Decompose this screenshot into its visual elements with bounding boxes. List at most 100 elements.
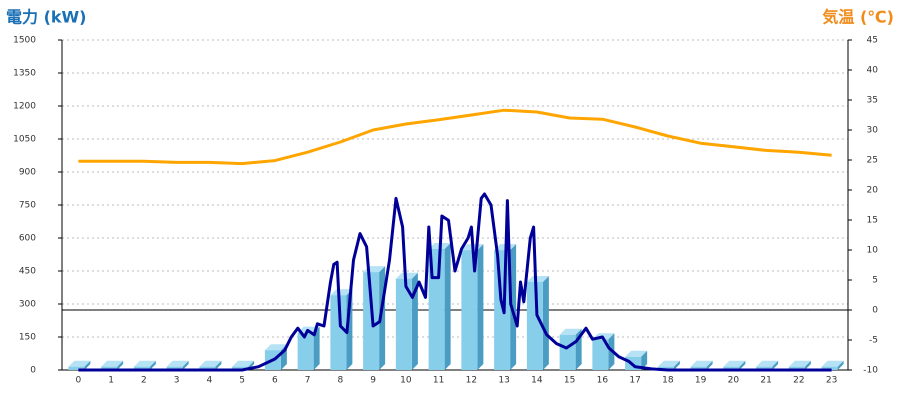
y-tick-label: 600 (19, 234, 36, 244)
y2-tick-label: -10 (863, 366, 878, 376)
line (78, 108, 832, 166)
y2-tick-label: 0 (872, 306, 878, 316)
y-tick-label: 1500 (13, 36, 36, 46)
bar (690, 366, 707, 370)
bar-top (690, 360, 713, 367)
y2-tick-label: 35 (867, 96, 878, 106)
x-tick-label: 15 (564, 376, 575, 386)
bar (101, 366, 118, 370)
y-tick-label: 750 (19, 201, 36, 211)
y-tick-label: 300 (19, 300, 36, 310)
bar-side (84, 360, 91, 370)
x-tick-label: 8 (338, 376, 344, 386)
y2-tick-label: 10 (867, 246, 879, 256)
bar (68, 366, 85, 370)
bar-top (101, 360, 124, 367)
y2-tick-label: -5 (869, 336, 878, 346)
bar (363, 272, 380, 370)
bar (461, 250, 478, 370)
x-tick-label: 21 (760, 376, 771, 386)
x-tick-label: 0 (76, 376, 82, 386)
y2-axis-title: 気温 (℃) (822, 8, 894, 27)
bar-side (837, 360, 844, 370)
bar (297, 332, 314, 370)
x-tick-label: 6 (272, 376, 278, 386)
bar-side (739, 360, 746, 370)
y2-tick-label: 25 (867, 156, 878, 166)
y2-tick-label: 30 (867, 126, 879, 136)
x-tick-label: 16 (597, 376, 609, 386)
line (78, 192, 832, 372)
y2-tick-label: 20 (867, 186, 879, 196)
x-tick-label: 9 (370, 376, 376, 386)
bar-top (199, 360, 222, 367)
x-tick-label: 20 (728, 376, 740, 386)
bar-top (788, 360, 811, 367)
bar-top (657, 360, 680, 367)
bar-side (804, 360, 811, 370)
bar-top (625, 350, 648, 357)
bar-top (68, 360, 91, 367)
x-tick-label: 17 (629, 376, 640, 386)
bar-top (264, 344, 287, 351)
x-tick-label: 12 (466, 376, 477, 386)
bar-side (149, 360, 156, 370)
bar-top (559, 328, 582, 335)
bar-side (313, 326, 320, 370)
bar (166, 366, 183, 370)
x-tick-label: 2 (141, 376, 147, 386)
bar-side (477, 244, 484, 370)
bar-top (330, 289, 353, 296)
x-tick-label: 19 (695, 376, 707, 386)
y-tick-label: 0 (30, 366, 36, 376)
x-tick-label: 13 (498, 376, 509, 386)
y-tick-label: 1050 (13, 135, 36, 145)
bar-side (641, 350, 648, 370)
bar (395, 278, 412, 370)
bar-top (723, 360, 746, 367)
x-tick-label: 10 (400, 376, 412, 386)
y2-tick-label: 40 (867, 66, 879, 76)
x-tick-label: 7 (305, 376, 311, 386)
bar (756, 366, 773, 370)
y2-tick-label: 5 (872, 276, 878, 286)
bar-top (756, 360, 779, 367)
bar-side (444, 243, 451, 370)
bar (821, 366, 838, 370)
bar-side (182, 360, 189, 370)
bar (330, 295, 347, 370)
bar-side (673, 360, 680, 370)
bar-side (706, 360, 713, 370)
bar (657, 366, 674, 370)
bar-top (166, 360, 189, 367)
bar (592, 339, 609, 370)
bar-side (117, 360, 124, 370)
y-tick-label: 900 (19, 168, 36, 178)
bar (723, 366, 740, 370)
bar (428, 249, 445, 370)
bar-top (395, 272, 418, 279)
bar (559, 334, 576, 370)
x-tick-label: 14 (531, 376, 543, 386)
bar-top (232, 360, 255, 367)
bar (788, 366, 805, 370)
x-tick-label: 18 (662, 376, 674, 386)
x-tick-label: 5 (239, 376, 245, 386)
y2-tick-label: 45 (867, 36, 878, 46)
y-tick-label: 1200 (13, 102, 36, 112)
y2-tick-label: 15 (867, 216, 878, 226)
y-tick-label: 150 (19, 333, 36, 343)
x-tick-label: 22 (793, 376, 804, 386)
x-tick-label: 11 (433, 376, 444, 386)
bar (133, 366, 150, 370)
bar-top (526, 276, 549, 282)
x-tick-label: 3 (174, 376, 180, 386)
x-tick-label: 4 (207, 376, 213, 386)
y-axis-title: 電力 (kW) (6, 8, 87, 27)
x-tick-label: 23 (826, 376, 837, 386)
y-tick-label: 450 (19, 267, 36, 277)
bar (199, 366, 216, 370)
bar-top (821, 360, 844, 367)
bar (232, 366, 249, 370)
